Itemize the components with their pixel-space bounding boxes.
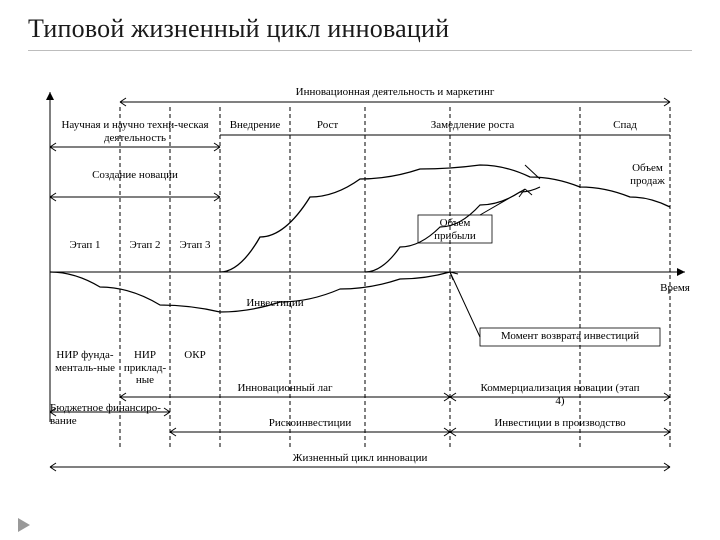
stage-label: Этап 3 (172, 239, 218, 252)
bottom-row-label: Инновационный лаг (205, 382, 365, 395)
curve-sales-label: Объем продаж (620, 162, 675, 187)
title-block: Типовой жизненный цикл инноваций (0, 0, 720, 55)
left-row-label: Создание новации (50, 169, 220, 182)
stage-label: Этап 1 (52, 239, 118, 252)
axis-x-label: Время (650, 282, 700, 295)
phase-label: Внедрение (222, 119, 288, 132)
phase-label: Замедление роста (367, 119, 578, 132)
slide-marker-icon (18, 518, 30, 532)
nir-label: НИР приклад-ные (122, 349, 168, 387)
bottom-row-label: Инвестиции в производство (480, 417, 640, 430)
title-underline (28, 50, 692, 51)
bottom-row-label: Рискоинвестиции (230, 417, 390, 430)
bottom-row-label: Бюджетное финансиро-вание (50, 402, 165, 427)
bottom-row-label: Коммерциализация новации (этап 4) (480, 382, 640, 407)
phase-label: Спад (582, 119, 668, 132)
page-title: Типовой жизненный цикл инноваций (28, 14, 692, 44)
bottom-row-label: Жизненный цикл инновации (280, 452, 440, 465)
stage-label: Этап 2 (122, 239, 168, 252)
return-point-label: Момент возврата инвестиций (482, 330, 658, 343)
curve-invest-label: Инвестиции (235, 297, 315, 310)
nir-label: НИР фунда-менталь-ные (52, 349, 118, 374)
top-bar-label: Инновационная деятельность и маркетинг (265, 86, 525, 99)
curve-profit-label: Объем прибыли (420, 217, 490, 242)
left-row-label: Научная и научно техни-ческая деятельнос… (50, 119, 220, 144)
phase-label: Рост (292, 119, 363, 132)
lifecycle-diagram: Время Инновационная деятельность и маркет… (20, 67, 700, 507)
nir-label: ОКР (172, 349, 218, 362)
